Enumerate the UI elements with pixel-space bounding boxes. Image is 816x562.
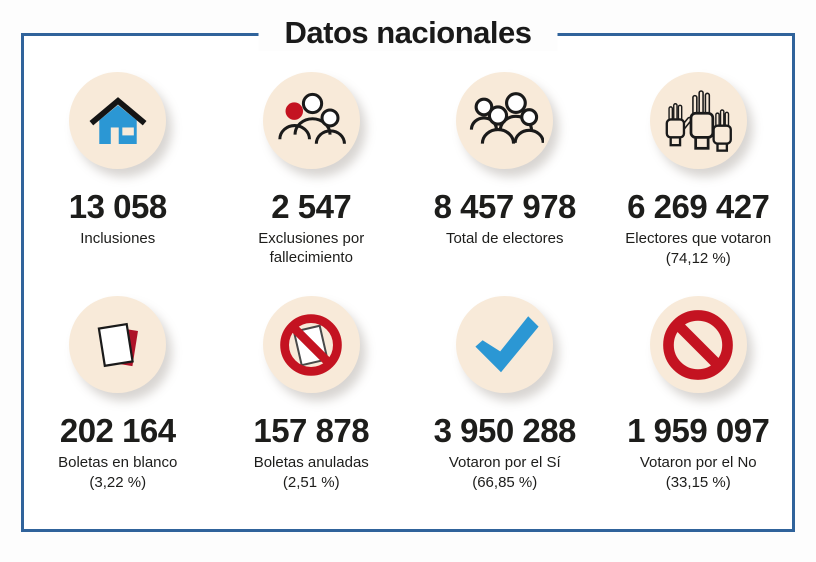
stat-value: 157 878 — [253, 412, 370, 449]
stat-percent: (33,15 %) — [665, 474, 731, 492]
annulled-ballots-icon — [280, 313, 343, 376]
stat-total-electores: 8 457 978 Total de electores — [408, 72, 602, 296]
stat-label: Boletas en blanco — [58, 454, 178, 472]
stat-electores-votaron: 6 269 427 Electores que votaron (74,12 %… — [602, 72, 796, 296]
check-icon — [475, 315, 539, 372]
stat-value: 13 058 — [68, 188, 167, 225]
stat-label: Inclusiones — [80, 230, 156, 248]
icon-bubble — [69, 296, 167, 393]
stat-value: 202 164 — [59, 412, 176, 449]
icon-bubble — [69, 72, 167, 169]
raised-hands-icon — [665, 89, 733, 152]
stat-percent: (74,12 %) — [665, 250, 731, 268]
stat-label: Votaron por el No — [639, 454, 757, 472]
stat-votaron-no: 1 959 097 Votaron por el No (33,15 %) — [602, 296, 796, 520]
stat-label: Boletas anuladas — [253, 454, 369, 472]
stat-value: 3 950 288 — [433, 412, 577, 449]
people-group-icon — [469, 91, 544, 144]
stat-value: 6 269 427 — [627, 188, 770, 225]
stat-boletas-anuladas: 157 878 Boletas anuladas (2,51 %) — [215, 296, 409, 520]
stat-inclusiones: 13 058 Inclusiones — [21, 72, 215, 296]
page-title: Datos nacionales — [258, 15, 558, 51]
stats-grid: 13 058 Inclusiones — [21, 36, 795, 520]
stat-label: Electores que votaron — [625, 230, 772, 248]
stat-label: Votaron por el Sí — [448, 454, 561, 472]
stat-value: 8 457 978 — [433, 188, 577, 225]
stat-exclusiones: 2 547 Exclusiones por fallecimiento — [215, 72, 409, 296]
stat-votaron-si: 3 950 288 Votaron por el Sí (66,85 %) — [408, 296, 602, 520]
icon-bubble — [262, 72, 360, 169]
stat-percent: (2,51 %) — [282, 474, 340, 492]
blank-ballots-icon — [97, 322, 138, 367]
icon-bubble — [262, 296, 360, 393]
stat-label: Exclusiones por fallecimiento — [258, 230, 365, 267]
stat-percent: (3,22 %) — [89, 474, 147, 492]
stat-percent: (66,85 %) — [472, 474, 538, 492]
no-sign-icon — [663, 309, 734, 380]
stat-value: 2 547 — [271, 188, 352, 225]
stat-boletas-blanco: 202 164 Boletas en blanco (3,22 %) — [21, 296, 215, 520]
stat-label: Total de electores — [445, 230, 564, 248]
icon-bubble — [456, 72, 554, 169]
icon-bubble — [456, 296, 554, 393]
icon-bubble — [649, 296, 747, 393]
icon-bubble — [649, 72, 747, 169]
stat-value: 1 959 097 — [627, 412, 770, 449]
people-exclusion-icon — [278, 92, 347, 144]
house-icon — [89, 96, 147, 144]
